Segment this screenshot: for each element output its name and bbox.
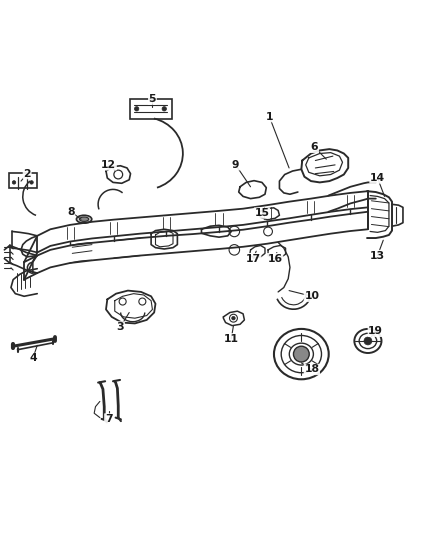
Text: 12: 12 xyxy=(101,160,116,170)
Circle shape xyxy=(30,181,33,184)
Ellipse shape xyxy=(76,215,92,223)
Text: 3: 3 xyxy=(117,322,124,332)
Text: 9: 9 xyxy=(232,160,240,170)
Text: 2: 2 xyxy=(23,168,31,179)
Text: 4: 4 xyxy=(29,353,37,364)
Circle shape xyxy=(232,317,235,320)
Circle shape xyxy=(134,107,139,111)
Ellipse shape xyxy=(80,217,88,221)
Text: 14: 14 xyxy=(370,173,385,183)
Circle shape xyxy=(293,346,309,362)
Text: 6: 6 xyxy=(311,142,318,152)
Text: 10: 10 xyxy=(304,291,319,301)
Text: 18: 18 xyxy=(304,365,319,374)
Circle shape xyxy=(162,107,166,111)
Text: 17: 17 xyxy=(246,254,261,264)
Text: 11: 11 xyxy=(224,334,239,344)
Text: 19: 19 xyxy=(368,326,383,336)
Circle shape xyxy=(364,337,372,345)
Text: 15: 15 xyxy=(254,208,269,218)
Text: 5: 5 xyxy=(148,94,156,104)
Circle shape xyxy=(12,181,16,184)
Text: 13: 13 xyxy=(370,251,385,261)
Text: 16: 16 xyxy=(268,254,283,264)
Text: 8: 8 xyxy=(67,207,75,217)
Text: 1: 1 xyxy=(265,112,273,122)
Text: 7: 7 xyxy=(105,414,113,424)
